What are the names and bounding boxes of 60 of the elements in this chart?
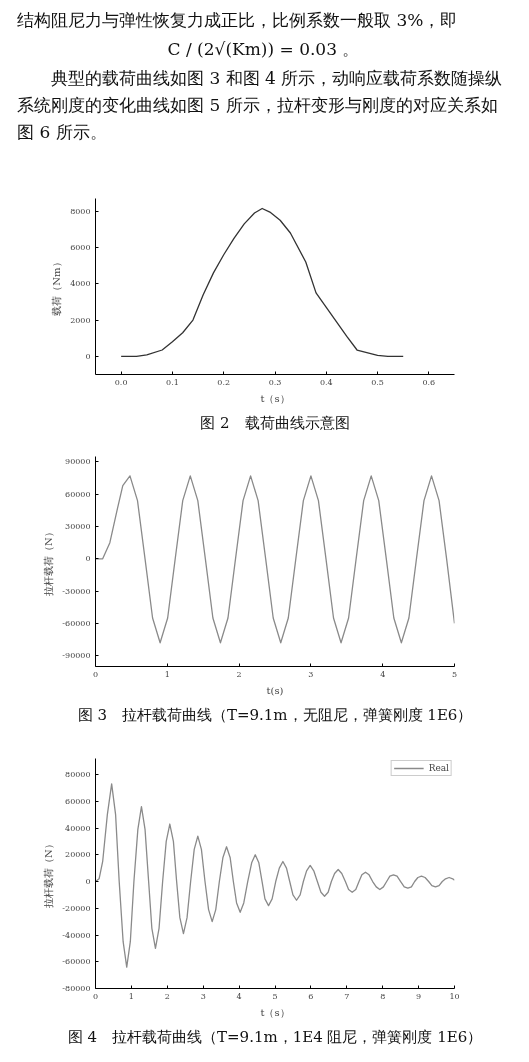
y-tick-label: 0: [85, 351, 91, 361]
y-tick-label: -20000: [62, 903, 91, 913]
x-tick-label: 6: [308, 991, 314, 1001]
y-tick-label: 30000: [65, 522, 91, 531]
y-tick-label: 0: [85, 877, 91, 887]
x-tick-label: 1: [128, 991, 134, 1001]
text: 图 3 拉杆载荷曲线（T=9.1m，无阻尼，弹簧刚度 1E6）: [77, 705, 473, 724]
text: 图 4 拉杆载荷曲线（T=9.1m，1E4 阻尼，弹簧刚度 1E6）: [67, 1027, 483, 1046]
y-tick-label: -80000: [62, 984, 91, 993]
y-tick-label: -60000: [62, 618, 91, 628]
x-tick-label: 4: [380, 669, 386, 679]
y-tick-label: 40000: [65, 823, 91, 833]
y-tick-label: 0: [85, 554, 91, 564]
y-tick-label: 60000: [65, 796, 91, 806]
x-tick-label: 0.0: [114, 377, 128, 387]
y-tick-label: -90000: [62, 651, 91, 661]
x-tick-label: 5: [272, 991, 278, 1001]
y-tick-label: 20000: [65, 850, 91, 860]
x-tick-label: 8: [380, 991, 386, 1001]
y-tick-label: 90000: [65, 457, 91, 467]
text: 典型的载荷曲线如图 3 和图 4 所示，动响应载荷系数随操纵系统刚度的变化曲线如图 5 所示，拉杆变形与刚度的对应关系如图 6 所示。: [17, 67, 504, 144]
x-tick-label: 2: [164, 991, 170, 1001]
line-series: [95, 783, 455, 968]
x-axis-title: t（s）: [260, 1006, 290, 1018]
y-tick-label: 6000: [70, 242, 91, 252]
y-tick-label: -60000: [62, 957, 91, 967]
x-tick-label: 4: [236, 991, 242, 1001]
x-tick-label: 1: [164, 669, 170, 679]
x-tick-label: 0.1: [166, 377, 179, 387]
y-axis-title: 拉杆载荷（N）: [43, 527, 55, 596]
text: C / (2√(Km)) = 0.03 。: [166, 38, 361, 61]
x-axis-title: t（s）: [260, 392, 290, 404]
x-tick-label: 0: [92, 991, 99, 1001]
x-tick-label: 0: [92, 669, 99, 679]
x-tick-label: 2: [236, 669, 242, 679]
legend-label: Real: [428, 763, 449, 773]
text: 结构阻尼力与弹性恢复力成正比，比例系数一般取 3%，即: [17, 9, 459, 32]
x-tick-label: 9: [416, 991, 422, 1001]
y-tick-label: 4000: [70, 279, 91, 289]
x-tick-label: 7: [344, 991, 350, 1001]
x-tick-label: 0.6: [422, 377, 436, 387]
x-tick-label: 3: [200, 991, 206, 1001]
y-tick-label: 80000: [65, 770, 91, 780]
x-tick-label: 10: [449, 991, 460, 1001]
x-tick-label: 0.5: [371, 377, 384, 387]
y-axis-title: 载荷（Nm）: [51, 257, 63, 316]
text: 图 2 载荷曲线示意图: [200, 413, 350, 432]
x-tick-label: 0.2: [217, 377, 231, 387]
x-tick-label: 3: [308, 669, 314, 679]
y-tick-label: 60000: [65, 489, 91, 499]
y-tick-label: 8000: [70, 206, 91, 216]
y-tick-label: -40000: [62, 930, 91, 940]
x-tick-label: 0.4: [319, 377, 333, 387]
line-series: [120, 207, 404, 358]
y-tick-label: -30000: [62, 586, 91, 596]
y-tick-label: 2000: [70, 315, 91, 325]
x-axis-title: t(s): [266, 684, 284, 696]
y-axis-title: 拉杆载荷（N）: [43, 839, 55, 908]
x-tick-label: 5: [451, 669, 458, 679]
x-tick-label: 0.3: [268, 377, 282, 387]
